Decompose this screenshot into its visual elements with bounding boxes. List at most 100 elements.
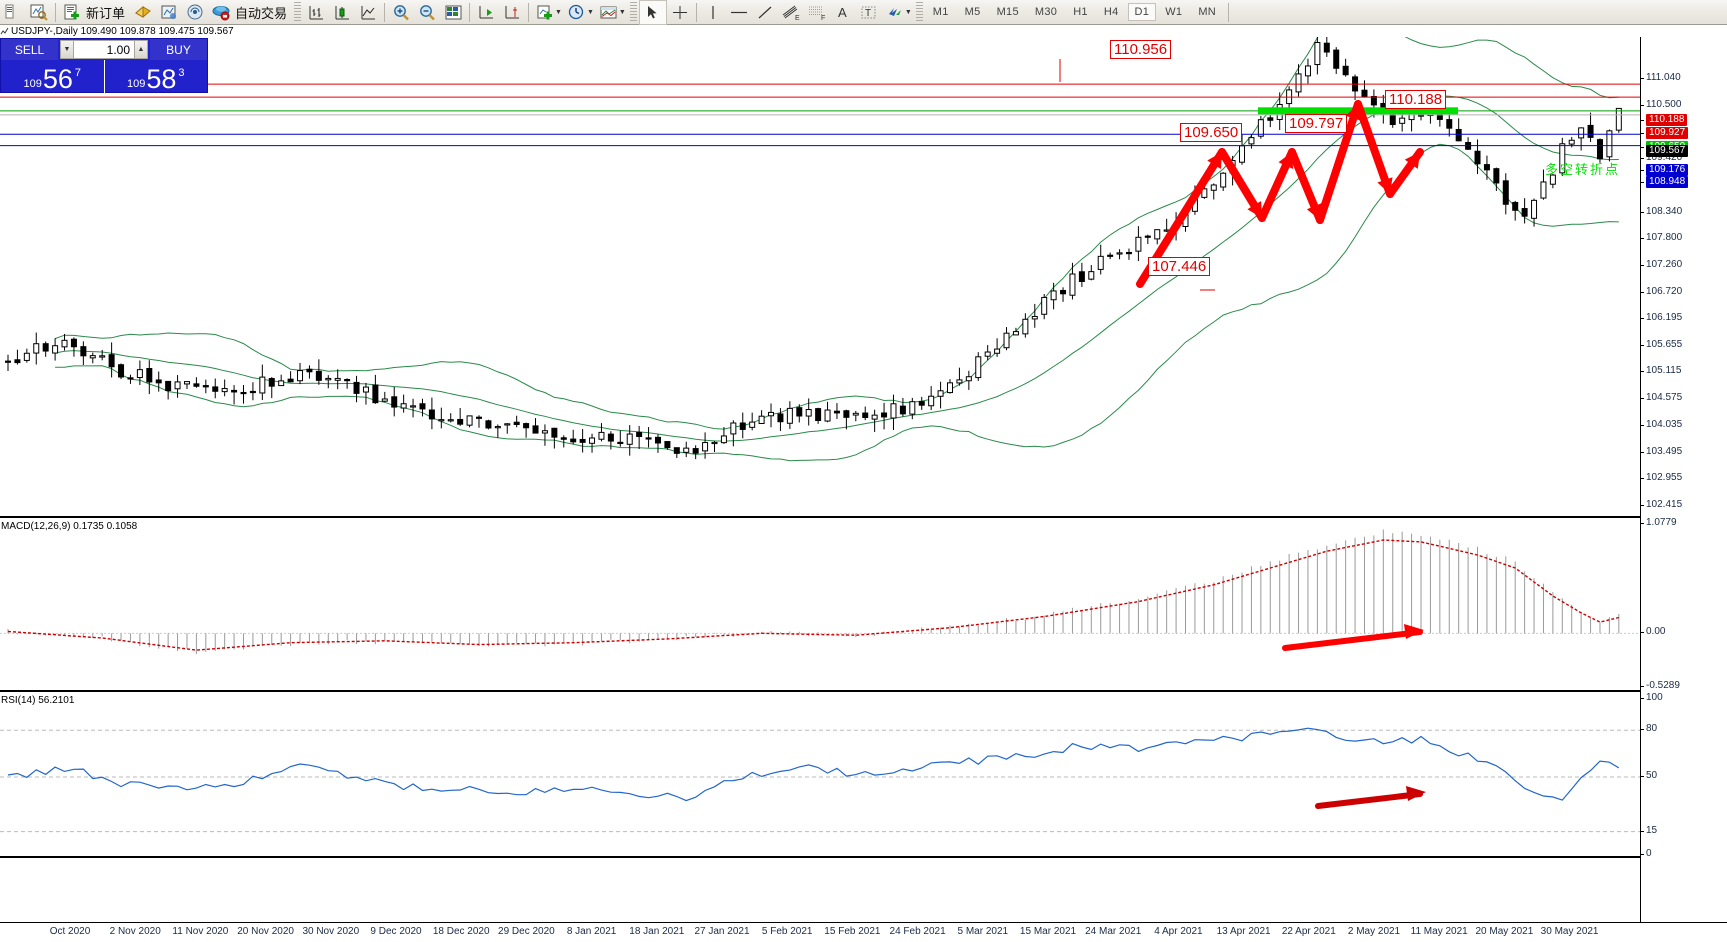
toolbar-grip[interactable]	[915, 2, 923, 22]
price-chart-svg[interactable]	[0, 37, 1640, 516]
terminal-icon[interactable]	[156, 1, 182, 24]
price-pane[interactable]	[0, 37, 1640, 518]
line-chart-icon[interactable]	[355, 1, 381, 24]
date-tick: 5 Feb 2021	[761, 926, 813, 937]
date-tick: 18 Jan 2021	[629, 926, 685, 937]
bollinger-lower	[55, 143, 1619, 462]
toolbar-separator	[469, 2, 471, 22]
buy-price-main: 58	[146, 64, 177, 94]
chinese-annotation-note: 多空转折点	[1545, 162, 1621, 177]
period-icon[interactable]	[564, 1, 590, 24]
timeframe-m30[interactable]: M30	[1034, 6, 1058, 18]
autoscroll-icon[interactable]	[473, 1, 499, 24]
chart-area[interactable]: MACD(12,26,9) 0.1735 0.1058 RSI(14) 56.2…	[0, 37, 1640, 922]
new-order-label[interactable]: 新订单	[86, 5, 126, 21]
volume-decrease-button[interactable]: ▼	[60, 40, 74, 59]
cursor-icon[interactable]	[638, 0, 667, 25]
date-axis[interactable]: Oct 2020 2 Nov 2020 11 Nov 2020 20 Nov 2020…	[0, 922, 1727, 942]
macd-arrow	[1282, 624, 1424, 651]
date-tick: 29 Dec 2020	[498, 926, 555, 937]
macd-signal-line	[7, 539, 1619, 651]
timeframe-m1[interactable]: M1	[932, 6, 949, 18]
volume-stepper[interactable]: ▼ 1.00 ▲	[58, 39, 150, 60]
timeframe-m5[interactable]: M5	[964, 6, 981, 18]
chevron-down-icon[interactable]: ▼	[618, 8, 626, 16]
date-tick: 13 Apr 2021	[1216, 926, 1271, 937]
toolbar-grip[interactable]	[629, 2, 637, 22]
text-icon[interactable]: A	[830, 1, 856, 24]
price-label-110956: 110.956	[1110, 40, 1172, 59]
rsi-chart-svg[interactable]	[0, 694, 1640, 856]
chart-symbol-icon	[0, 27, 9, 36]
trendline-icon[interactable]	[752, 1, 778, 24]
date-tick: Oct 2020	[49, 926, 91, 937]
market-watch-icon[interactable]	[0, 1, 26, 24]
market-icon[interactable]	[208, 1, 234, 24]
one-click-trading-panel[interactable]: SELL ▼ 1.00 ▲ BUY 109 56 7 109 58 3	[0, 38, 208, 93]
data-window-icon[interactable]	[26, 1, 52, 24]
main-toolbar[interactable]: 新订单 自动交易 ▼ ▼ ▼	[0, 0, 1727, 25]
gold-icon[interactable]	[130, 1, 156, 24]
macd-pane[interactable]: MACD(12,26,9) 0.1735 0.1058	[0, 520, 1640, 692]
date-tick: 20 Nov 2020	[237, 926, 294, 937]
timeframe-mn[interactable]: MN	[1198, 6, 1217, 18]
toolbar-separator	[528, 2, 530, 22]
volume-input[interactable]: 1.00	[74, 40, 134, 59]
chart-shift-icon[interactable]	[499, 1, 525, 24]
date-tick: 18 Dec 2020	[432, 926, 490, 937]
timeframe-w1[interactable]: W1	[1165, 6, 1183, 18]
chevron-down-icon[interactable]: ▼	[555, 8, 562, 16]
buy-price-prefix: 109	[126, 78, 146, 90]
rsi-line	[7, 727, 1620, 802]
price-label-110188: 110.188	[1385, 90, 1447, 109]
timeframe-h1[interactable]: H1	[1073, 6, 1088, 18]
templates-icon[interactable]	[596, 1, 622, 24]
vertical-line-icon[interactable]	[700, 1, 726, 24]
bar-chart-icon[interactable]	[303, 1, 329, 24]
signals-icon[interactable]	[182, 1, 208, 24]
fibonacci-icon[interactable]: F	[804, 1, 830, 24]
price-label-109650: 109.650	[1180, 123, 1243, 142]
horizontal-line-icon[interactable]	[726, 1, 752, 24]
crosshair-icon[interactable]	[667, 1, 693, 24]
chevron-down-icon[interactable]: ▼	[586, 8, 594, 16]
buy-button[interactable]: BUY	[150, 39, 207, 60]
equidistant-channel-icon[interactable]: E	[778, 1, 804, 24]
date-tick: 15 Feb 2021	[824, 926, 881, 937]
timeframe-h4[interactable]: H4	[1103, 6, 1119, 18]
text-label-icon[interactable]: T	[856, 1, 882, 24]
volume-increase-button[interactable]: ▲	[134, 40, 148, 59]
auto-trade-label[interactable]: 自动交易	[235, 5, 288, 21]
chevron-down-icon[interactable]: ▼	[904, 8, 912, 16]
timeframe-d1[interactable]: D1	[1127, 3, 1157, 21]
bollinger-upper	[54, 37, 1619, 430]
buy-price[interactable]: 109 58 3	[105, 60, 208, 93]
toolbar-separator	[1228, 2, 1230, 22]
sell-button[interactable]: SELL	[1, 39, 58, 60]
zoom-in-icon[interactable]	[388, 1, 414, 24]
macd-chart-svg[interactable]	[0, 520, 1640, 690]
bollinger-middle	[55, 95, 1619, 442]
timeframe-m15[interactable]: M15	[996, 6, 1019, 18]
toolbar-grip[interactable]	[294, 2, 302, 22]
timeframe-group[interactable]: M1 M5 M15 M30 H1 H4 D1 W1 MN	[925, 3, 1224, 21]
rsi-pane[interactable]: RSI(14) 56.2101	[0, 694, 1640, 858]
date-tick: 9 Dec 2020	[370, 926, 422, 937]
date-tick: 4 Apr 2021	[1154, 926, 1203, 937]
macd-label: MACD(12,26,9) 0.1735 0.1058	[1, 521, 138, 532]
new-order-icon[interactable]	[59, 1, 85, 24]
date-tick: 2 Nov 2020	[109, 926, 161, 937]
zoom-out-icon[interactable]	[414, 1, 440, 24]
toolbar-separator	[55, 2, 56, 22]
candlestick-chart-icon[interactable]	[329, 1, 355, 24]
arrows-icon[interactable]	[882, 1, 908, 24]
date-tick: 11 Nov 2020	[172, 926, 229, 937]
date-tick: 22 Apr 2021	[1281, 926, 1336, 937]
symbol-info-bar: USDJPY-,Daily 109.490 109.878 109.475 10…	[0, 26, 234, 37]
add-indicator-icon[interactable]	[532, 1, 558, 24]
grid-icon[interactable]	[440, 1, 466, 24]
toolbar-separator	[384, 2, 386, 22]
panel-divider	[103, 60, 105, 93]
price-axis[interactable]: 111.040110.500110.188109.927109.650109.4…	[1640, 37, 1727, 922]
sell-price[interactable]: 109 56 7	[1, 60, 104, 93]
